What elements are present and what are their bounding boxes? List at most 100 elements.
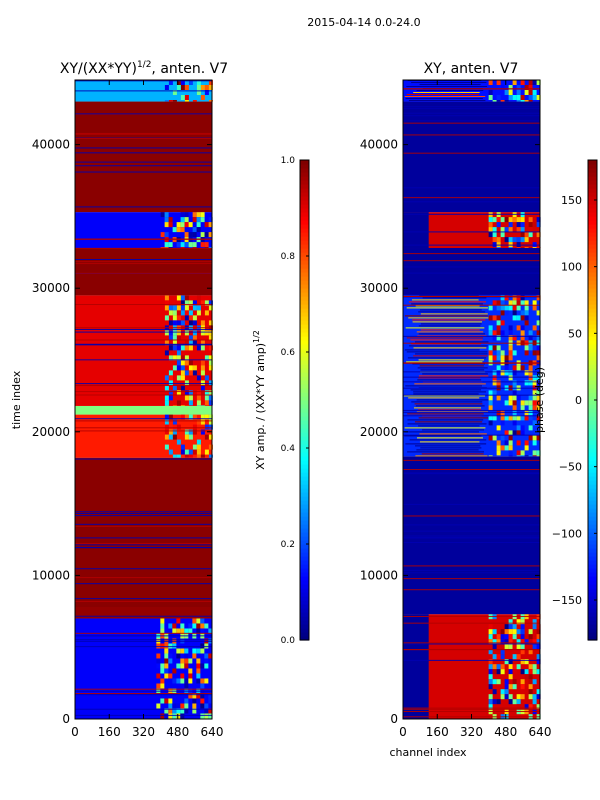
heatmap-line [403, 524, 540, 526]
heatmap-cell [488, 455, 493, 457]
heatmap-cell [164, 300, 169, 306]
heatmap-cell [164, 429, 169, 435]
heatmap-cell [184, 212, 189, 218]
heatmap-cell [504, 440, 509, 446]
heatmap-cell [204, 414, 209, 420]
colorbar-swatch [300, 480, 309, 485]
heatmap-cell [180, 663, 185, 669]
heatmap-cell [192, 340, 197, 346]
colorbar-swatch [300, 520, 309, 525]
heatmap-cell [188, 300, 193, 306]
colorbar-swatch [300, 612, 309, 617]
colorbar-swatch [300, 248, 309, 253]
heatmap-cell [188, 449, 193, 455]
heatmap-cell [536, 395, 541, 401]
colorbar-swatch [588, 356, 597, 361]
heatmap-cell [200, 623, 205, 629]
colorbar-swatch [300, 604, 309, 609]
heatmap-cell [176, 360, 181, 366]
colorbar-swatch [300, 180, 309, 185]
colorbar-swatch [300, 276, 309, 281]
heatmap-cell [160, 683, 165, 689]
colorbar-swatch [588, 544, 597, 549]
colorbar-swatch [300, 596, 309, 601]
heatmap-cell [504, 227, 509, 233]
heatmap-line [75, 577, 212, 579]
colorbar-swatch [588, 524, 597, 529]
heatmap-cell [208, 305, 213, 311]
heatmap-cell [188, 400, 193, 406]
heatmap-line [75, 385, 212, 387]
heatmap-cell [512, 350, 517, 356]
heatmap-cell [516, 654, 521, 660]
heatmap-cell [196, 222, 201, 228]
heatmap-cell [168, 698, 173, 704]
heatmap-cell [508, 90, 513, 95]
heatmap-cell [504, 400, 509, 406]
colorbar-swatch [300, 536, 309, 541]
heatmap-line [75, 515, 212, 517]
colorbar-swatch [300, 292, 309, 297]
heatmap-cell [492, 654, 497, 660]
heatmap-cell [492, 355, 497, 361]
heatmap-cell [520, 629, 525, 635]
colorbar-swatch [588, 608, 597, 613]
heatmap-cell [200, 643, 205, 649]
heatmap-cell [168, 380, 173, 386]
heatmap-cell [492, 330, 497, 336]
heatmap-cell [488, 435, 493, 441]
heatmap-cell [196, 212, 201, 218]
heatmap-cell [156, 658, 161, 664]
heatmap-cell [500, 689, 505, 695]
heatmap-cell [528, 330, 533, 336]
x-tick-label: 160 [426, 725, 449, 739]
heatmap-cell [536, 455, 541, 457]
colorbar-swatch [300, 312, 309, 317]
heatmap-cell [200, 340, 205, 346]
heatmap-cell [196, 419, 201, 425]
colorbar-swatch [300, 204, 309, 209]
heatmap-cell [176, 305, 181, 311]
heatmap-line [75, 344, 212, 346]
heatmap-cell [512, 699, 517, 705]
colorbar-swatch [588, 556, 597, 561]
heatmap-cell [192, 232, 197, 238]
colorbar-swatch [588, 632, 597, 637]
heatmap-cell [528, 425, 533, 431]
colorbar-swatch [300, 632, 309, 637]
heatmap-cell [208, 390, 213, 396]
heatmap-cell [196, 623, 201, 629]
heatmap-cell [208, 247, 213, 249]
heatmap-cell [496, 699, 501, 705]
heatmap-line [75, 259, 212, 261]
heatmap-cell [532, 90, 537, 95]
heatmap-cell [528, 95, 533, 100]
heatmap-cell [172, 429, 177, 435]
heatmap-cell [496, 395, 501, 401]
heatmap-stripe [418, 359, 484, 361]
heatmap-cell [164, 222, 169, 228]
heatmap-stripe [410, 389, 482, 391]
heatmap-cell [184, 100, 189, 102]
heatmap-cell [192, 698, 197, 704]
colorbar-swatch [588, 624, 597, 629]
heatmap-cell [180, 247, 185, 249]
heatmap-cell [180, 360, 185, 366]
heatmap-cell [196, 663, 201, 669]
colorbar-swatch [588, 468, 597, 473]
heatmap-cell [508, 95, 513, 100]
colorbar-swatch [588, 220, 597, 225]
colorbar-swatch [588, 620, 597, 625]
heatmap-stripe [403, 395, 486, 397]
heatmap-line [75, 600, 212, 602]
heatmap-cell [200, 429, 205, 435]
heatmap-cell [200, 212, 205, 218]
heatmap-cell [528, 455, 533, 457]
heatmap-cell [188, 310, 193, 316]
heatmap-cell [512, 669, 517, 675]
colorbar-swatch [588, 444, 597, 449]
heatmap-cell [160, 232, 165, 238]
colorbar-swatch [588, 540, 597, 545]
colorbar-swatch [300, 552, 309, 557]
heatmap-line [75, 694, 212, 696]
